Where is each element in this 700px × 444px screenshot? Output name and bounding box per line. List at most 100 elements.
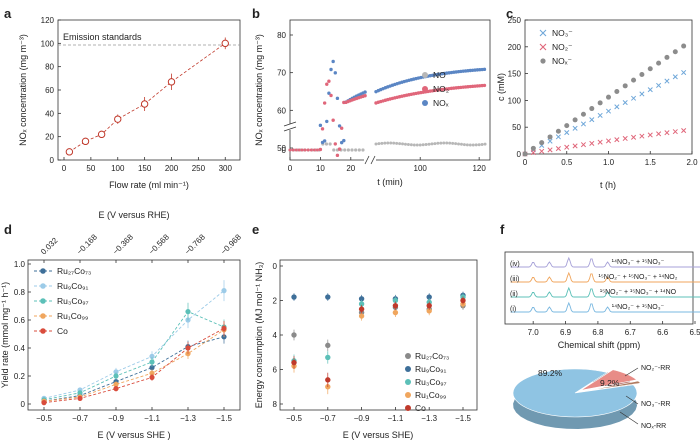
legend-marker: [40, 298, 46, 304]
nox-point: [672, 49, 678, 55]
legend-marker: [405, 353, 411, 359]
no-point: [361, 148, 365, 152]
data-point: [291, 332, 297, 338]
no2-point: [333, 142, 337, 146]
data-point: [325, 294, 331, 300]
top-tick-label: −0.568: [147, 232, 171, 256]
no2-point: [309, 148, 313, 152]
nox-point: [656, 60, 662, 66]
panel-a: a Emission standards 0 20 40 60 80 100 120 0 50…: [4, 6, 241, 190]
nox-point: [555, 128, 561, 134]
x-tick-label: 1.0: [603, 158, 615, 167]
no-point: [383, 141, 387, 145]
nmr-spectra: (iv) ¹⁴NO₃⁻ + ¹⁵NO₃⁻ (iii) ¹⁵NO₂⁻ + ¹⁵NO₃⁻ …: [510, 256, 700, 313]
x-tick-label: −0.5: [286, 414, 302, 423]
no-point: [439, 141, 443, 145]
no-point: [332, 148, 336, 152]
y-tick-label: 0.6: [14, 316, 26, 325]
no-point: [415, 143, 419, 147]
pie-value-label: 9.2%: [600, 378, 620, 388]
no-point: [418, 143, 422, 147]
y-tick-label: 1.0: [14, 260, 26, 269]
data-point: [426, 302, 432, 309]
data-point: [325, 354, 331, 361]
y-tick-label: 80: [277, 31, 286, 40]
nmr-trace-label: ¹⁵NO₂⁻ + ¹⁵NO₃⁻ + ¹⁴NO₂: [599, 274, 678, 281]
y-axis-break-mark: [283, 121, 297, 127]
x-axis-break-mark: [370, 155, 376, 165]
no-point: [409, 143, 413, 147]
nox-point: [622, 83, 628, 89]
y-tick-label: 60: [45, 86, 54, 95]
no-point: [328, 142, 332, 146]
y-tick-label: 200: [508, 43, 522, 52]
no2-point: [564, 144, 570, 150]
x-tick-label: −1.1: [144, 414, 160, 423]
y-tick-label: 4: [273, 331, 278, 340]
nox-point: [333, 71, 337, 75]
no2-point: [580, 142, 587, 148]
legend-label: Co: [415, 403, 426, 413]
no2-point: [530, 150, 536, 156]
data-point: [325, 342, 331, 349]
no2-point: [597, 139, 603, 145]
no2-point: [297, 148, 301, 152]
panel-e: e −0.5 −0.7 −0.9 −1.1 −1.3 −1.5 0 2 4 6 8 Ru₂₇Co₇₃…: [252, 222, 478, 440]
nox-point: [614, 89, 620, 95]
nmr-trace: [510, 256, 700, 268]
no2-point: [339, 126, 344, 130]
x-tick-label: 0: [62, 164, 67, 173]
data-point: [113, 381, 119, 387]
no-point: [445, 141, 449, 145]
no-point: [412, 143, 416, 147]
y-tick-label: 50: [512, 123, 521, 132]
no2-point: [327, 79, 331, 83]
no-point: [343, 148, 347, 152]
x-tick-label: 10: [316, 164, 325, 173]
data-point: [77, 390, 83, 396]
nox-point: [580, 111, 586, 117]
y-tick-label: 20: [45, 133, 54, 142]
no-point: [350, 148, 354, 152]
nox-point: [589, 106, 595, 112]
nmr-frame: [504, 251, 694, 325]
no-point: [401, 142, 405, 146]
y-tick-label: 250: [508, 16, 522, 25]
panel-d-series: [41, 280, 227, 406]
series-line: [43, 328, 225, 404]
x-tick-label: 6.9: [560, 328, 572, 337]
panel-b-ylabel: NOₓ concentration (mg m⁻³): [254, 34, 264, 146]
nmr-ticks: 7.0 6.9 6.8 6.7 6.6 6.5: [528, 321, 700, 337]
nox-point: [681, 43, 687, 49]
no-point: [480, 142, 484, 146]
legend-label: Ru₂₇Co₇₃: [57, 266, 91, 276]
no3-point: [614, 104, 620, 110]
panel-d-legend: Ru₂₇Co₇₃ Ru₉Co₉₁ Ru₃Co₉₇ Ru₁Co₉₉ Co: [34, 266, 91, 336]
no3-point: [580, 121, 587, 127]
data-point: [167, 78, 176, 86]
no2-point: [656, 131, 662, 137]
y-tick-label: 2: [273, 297, 278, 306]
pie-value-label: 89.2%: [538, 368, 563, 378]
emission-standard-label: Emission standards: [63, 32, 142, 42]
no3-point: [555, 134, 561, 140]
no-point: [477, 143, 481, 147]
panel-a-x-ticks: 0 50 100 150 200 250 300: [62, 157, 232, 173]
series-line: [43, 311, 225, 401]
x-tick-label: 20: [346, 164, 355, 173]
no3-point: [547, 138, 553, 144]
panel-b-frame: [289, 19, 491, 161]
data-point: [392, 309, 399, 316]
panel-c-legend: NO₃⁻ NO₂⁻ NOₓ⁻: [539, 28, 573, 66]
y-tick-label: 0.4: [14, 344, 26, 353]
no3-point: [647, 87, 653, 93]
panel-a-line: [69, 43, 226, 153]
panel-b-xlabel: t (min): [377, 177, 403, 187]
top-tick-label: 0.032: [39, 236, 60, 257]
no2-point: [329, 93, 333, 98]
legend-label: NOₓ: [433, 98, 449, 108]
nox-point: [339, 140, 344, 145]
legend-marker: [422, 72, 428, 78]
